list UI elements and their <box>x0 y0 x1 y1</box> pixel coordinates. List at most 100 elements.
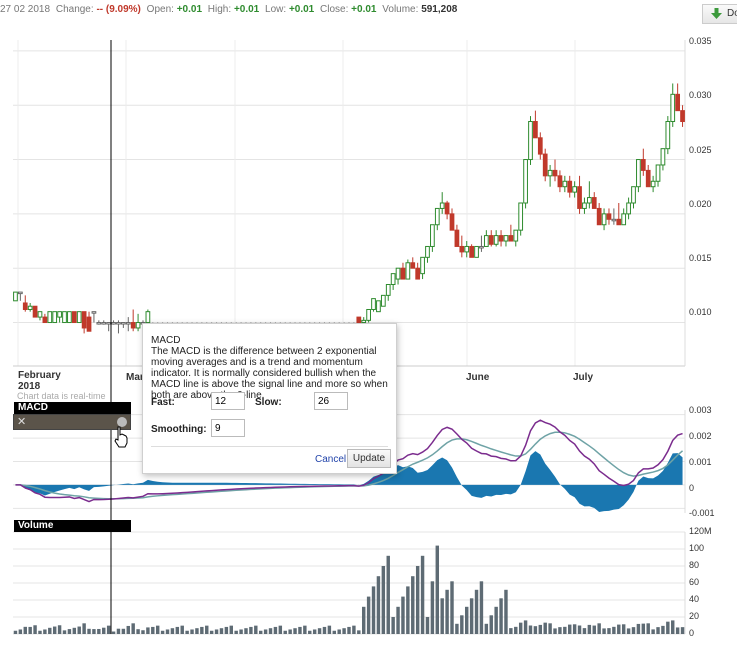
volume-bar <box>548 623 552 634</box>
volume-bar <box>312 629 317 634</box>
volume-bar <box>592 625 596 634</box>
volume-bar <box>523 620 528 634</box>
volume-bar <box>366 596 371 634</box>
candle-body <box>533 121 538 139</box>
volume-bar <box>401 596 405 634</box>
volume-bar <box>582 628 587 634</box>
candle-body <box>430 224 435 247</box>
candle-body <box>513 229 519 242</box>
open-value: +0.01 <box>176 4 203 15</box>
volume-bar <box>13 630 18 634</box>
volume-bar <box>553 628 557 634</box>
candle-body <box>503 235 509 242</box>
volume-bar <box>396 606 400 634</box>
volume-bar <box>52 626 57 634</box>
download-label: Do <box>727 8 737 19</box>
volume-bar <box>234 630 238 634</box>
volume-bar <box>219 628 224 634</box>
download-button[interactable]: Do <box>702 4 737 24</box>
candle-body <box>76 311 82 324</box>
macd-panel-controls: ✕ <box>13 414 131 430</box>
candle-body <box>655 164 661 182</box>
candle-body <box>121 322 126 325</box>
volume-axis-label: 100 <box>689 543 705 553</box>
candle-body <box>67 311 72 324</box>
high-value: +0.01 <box>233 4 260 15</box>
candle-body <box>101 322 107 325</box>
volume-bar <box>18 629 23 634</box>
candle-body <box>395 267 401 280</box>
volume-bar <box>406 586 410 634</box>
smoothing-label: Smoothing: <box>151 424 207 435</box>
macd-settings-dialog: MACD The MACD is the difference between … <box>142 323 397 474</box>
volume-bar <box>563 626 567 634</box>
volume-bar <box>484 623 489 634</box>
volume-bar <box>308 630 312 634</box>
slow-input[interactable] <box>314 392 348 410</box>
volume-bar <box>111 631 116 634</box>
volume-bar <box>651 629 655 634</box>
volume-bar <box>533 626 538 634</box>
candle-body <box>135 322 141 329</box>
candle-body <box>366 308 371 321</box>
candle-body <box>27 305 33 310</box>
volume-bar <box>641 623 646 634</box>
volume-bar <box>371 586 376 634</box>
volume-bar <box>332 630 337 634</box>
close-icon[interactable]: ✕ <box>17 416 27 428</box>
volume-bar <box>514 626 518 634</box>
volume-bar <box>229 625 233 634</box>
volume-bar <box>224 626 229 634</box>
volume-bar <box>48 627 52 634</box>
volume-bar <box>33 625 37 634</box>
volume-bar <box>469 598 474 634</box>
candle-body <box>572 186 577 193</box>
candle-body <box>621 213 627 226</box>
change-value: -- (9.09%) <box>96 4 141 15</box>
volume-bar <box>612 626 616 634</box>
dialog-title: MACD <box>151 335 181 346</box>
volume-bar <box>185 630 189 634</box>
candle-body <box>385 284 391 296</box>
macd-axis-label: 0.003 <box>689 405 712 415</box>
macd-axis-label: 0 <box>689 483 695 493</box>
volume-bar <box>170 628 175 634</box>
price-axis-label: 0.010 <box>689 307 712 317</box>
candle-body <box>567 180 573 193</box>
candle-body <box>488 235 494 245</box>
volume-bar <box>445 589 449 634</box>
candle-body <box>62 311 67 324</box>
volume-bar <box>288 629 292 634</box>
month-label-june: June <box>466 372 490 383</box>
volume-bar <box>254 625 258 634</box>
candle-body <box>449 213 455 231</box>
volume-bar <box>43 629 47 634</box>
fast-label: Fast: <box>151 397 175 408</box>
candle-body <box>125 322 131 325</box>
gear-icon[interactable] <box>117 417 127 427</box>
macd-histogram <box>15 451 683 513</box>
volume-bar <box>577 625 582 634</box>
volume-bar <box>28 626 32 634</box>
volume-bar <box>244 628 248 634</box>
macd-axis-label: -0.001 <box>689 508 715 518</box>
candle-body <box>591 197 597 209</box>
candle-body <box>425 245 430 258</box>
fast-input[interactable] <box>211 392 245 410</box>
month-label-july: July <box>573 372 594 383</box>
volume-bar <box>146 627 150 634</box>
volume-bar <box>141 630 145 634</box>
candle-body <box>665 121 671 150</box>
volume-bar <box>214 629 219 634</box>
volume-bar <box>62 630 67 634</box>
volume-bar <box>587 624 592 634</box>
low-value: +0.01 <box>288 4 315 15</box>
volume-bar <box>151 626 155 634</box>
smoothing-input[interactable] <box>211 419 245 437</box>
volume-bar <box>572 624 577 634</box>
macd-axis-label: 0.002 <box>689 431 712 441</box>
cancel-button[interactable]: Cancel <box>315 454 347 465</box>
candle-body <box>601 213 607 226</box>
volume-bar <box>543 622 547 634</box>
update-button[interactable]: Update <box>347 449 391 468</box>
